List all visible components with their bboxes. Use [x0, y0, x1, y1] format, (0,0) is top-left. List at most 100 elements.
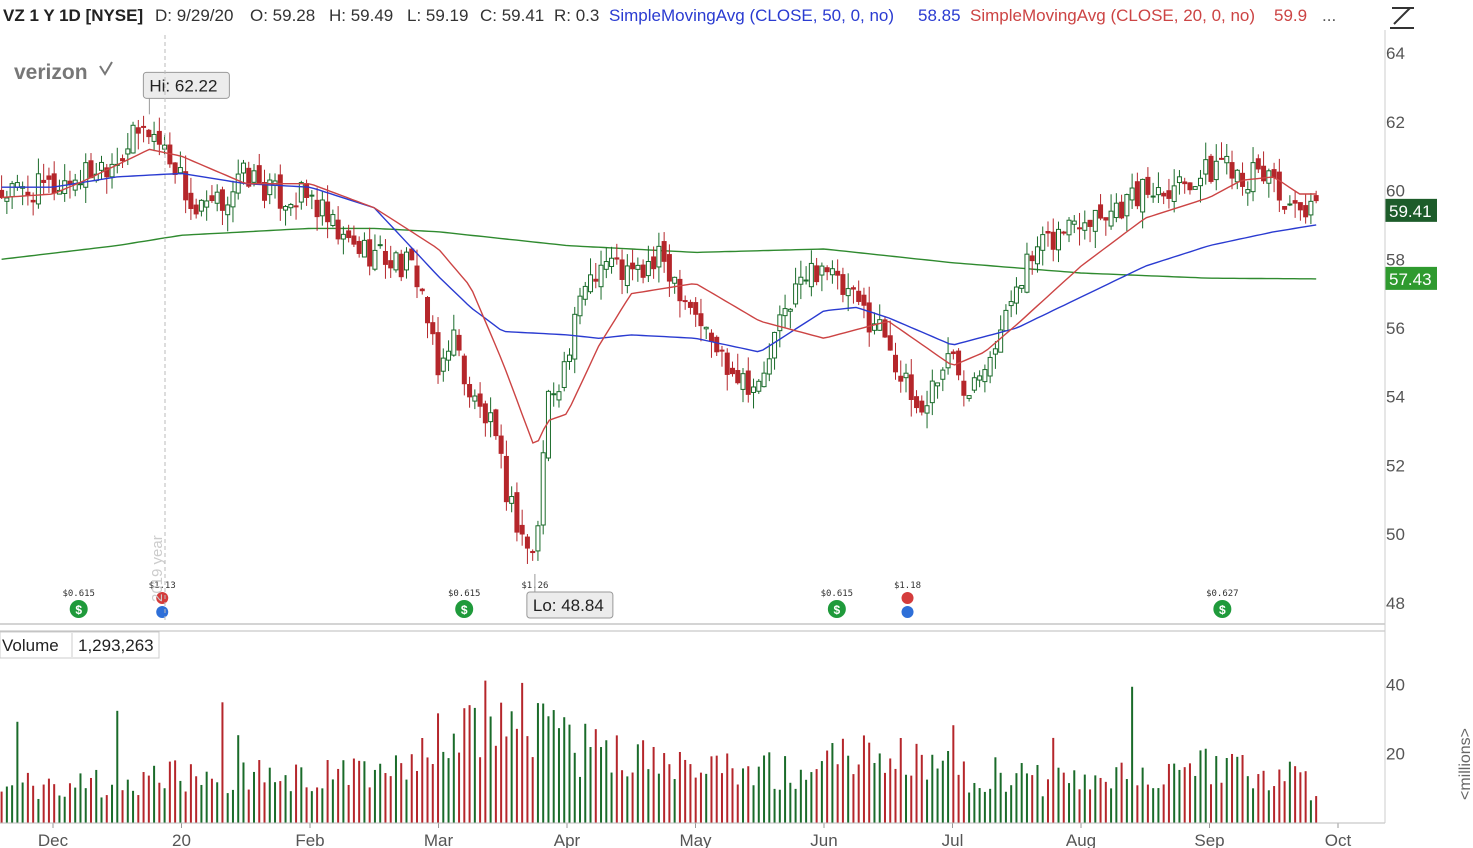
candle-up — [319, 199, 325, 217]
candle-down — [677, 278, 683, 302]
candle-up — [177, 167, 183, 174]
volume-bar — [873, 762, 876, 823]
sma50-legend-value: 58.85 — [918, 6, 961, 25]
time-tick-label: May — [679, 831, 712, 848]
candle-down — [1271, 169, 1277, 179]
volume-bar — [463, 708, 466, 823]
volume-bar — [500, 702, 503, 823]
volume-tick-label: 20 — [1386, 745, 1405, 764]
candle-down — [425, 296, 431, 324]
candle-up — [829, 268, 835, 276]
sma200-tag-bg — [1385, 266, 1437, 290]
volume-bar — [1246, 776, 1249, 823]
volume-bar — [289, 791, 292, 823]
earnings-label: $1.18 — [894, 581, 921, 591]
time-tick-label: Aug — [1066, 831, 1096, 848]
volume-bars — [0, 680, 1318, 823]
candle-up — [756, 380, 762, 392]
candle-down — [25, 191, 31, 196]
volume-bar — [605, 740, 608, 823]
volume-bar — [1173, 763, 1176, 823]
candle-up — [1308, 200, 1314, 216]
volume-bar — [447, 758, 450, 823]
event-markers: $0.615$$0.615$$0.615$$0.627$$1.13 $1.26 $1… — [62, 581, 1239, 618]
volume-bar — [258, 760, 261, 823]
candle-up — [125, 148, 131, 155]
volume-bar — [100, 797, 103, 823]
candle-down — [388, 260, 394, 269]
volume-bar — [1257, 774, 1260, 823]
time-tick-label: Mar — [424, 831, 454, 848]
candle-up — [1234, 169, 1240, 183]
volume-bar — [1099, 777, 1102, 823]
volume-bar — [153, 765, 156, 823]
candle-up — [298, 182, 304, 203]
sma20-legend[interactable]: SimpleMovingAvg (CLOSE, 20, 0, no) — [970, 6, 1255, 25]
candle-down — [840, 274, 846, 295]
volume-bar — [1188, 763, 1191, 823]
volume-bar — [831, 743, 834, 823]
volume-bar — [862, 735, 865, 823]
volume-bar — [589, 747, 592, 823]
candle-up — [1056, 228, 1062, 251]
close-label: C: 59.41 — [480, 6, 544, 25]
candle-down — [1292, 200, 1298, 204]
dividend-icon-glyph: $ — [461, 603, 468, 617]
candle-up — [267, 179, 273, 196]
dividend-icon — [827, 600, 846, 618]
volume-bar — [773, 788, 776, 823]
volume-bar — [452, 733, 455, 823]
volume-bar — [116, 710, 119, 823]
volume-bar — [263, 782, 266, 823]
volume-bar — [889, 758, 892, 823]
volume-bar — [1004, 791, 1007, 823]
candle-down — [882, 319, 888, 338]
candle-down — [651, 256, 657, 270]
candle-up — [740, 373, 746, 390]
more-indicators-button[interactable]: ... — [1322, 6, 1336, 25]
sma50-legend[interactable]: SimpleMovingAvg (CLOSE, 50, 0, no) — [609, 6, 894, 25]
volume-bar — [636, 744, 639, 823]
volume-bar — [878, 753, 881, 823]
candle-up — [1071, 220, 1077, 225]
symbol-label[interactable]: VZ 1 Y 1D [NYSE] — [3, 6, 143, 25]
candle-up — [1008, 301, 1014, 307]
volume-bar — [526, 736, 529, 823]
volume-bar — [295, 764, 298, 823]
volume-bar — [715, 755, 718, 823]
volume-bar — [337, 768, 340, 823]
volume-bar — [841, 738, 844, 823]
candle-down — [861, 294, 867, 306]
candle-down — [409, 248, 415, 261]
candle-up — [645, 260, 651, 277]
candle-down — [209, 195, 215, 202]
candle-up — [1250, 162, 1256, 193]
candle-up — [982, 369, 988, 383]
volume-bar — [642, 740, 645, 823]
volume-bar — [405, 779, 408, 823]
volume-bar — [342, 760, 345, 823]
price-tick-label: 48 — [1386, 594, 1405, 613]
collapse-icon[interactable] — [1390, 7, 1414, 29]
candle-up — [62, 180, 68, 194]
candle-down — [698, 313, 704, 327]
candle-down — [835, 270, 841, 276]
volume-bar — [32, 785, 35, 823]
volume-bar — [657, 773, 660, 823]
conference-call-icon — [901, 606, 914, 618]
annotations: Hi: 62.22 Lo: 48.84 59.41 57.43 — [142, 71, 1437, 619]
candle-down — [1261, 165, 1267, 182]
candle-up — [225, 204, 231, 216]
candle-down — [304, 183, 310, 198]
time-tick-label: Oct — [1325, 831, 1352, 848]
volume-bar — [147, 775, 150, 823]
candle-up — [977, 375, 983, 381]
candle-up — [966, 395, 972, 399]
volume-bar — [847, 755, 850, 823]
volume-bar — [310, 791, 313, 823]
volume-bar — [999, 772, 1002, 823]
time-tick-label: Jul — [942, 831, 964, 848]
volume-bar — [752, 785, 755, 823]
volume-bar — [221, 702, 224, 823]
candle-down — [325, 201, 331, 223]
